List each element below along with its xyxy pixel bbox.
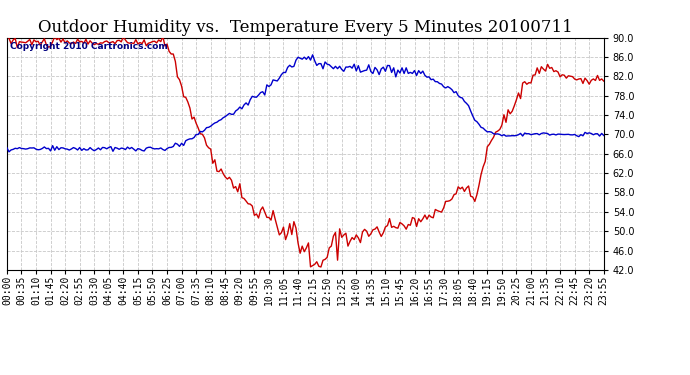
Title: Outdoor Humidity vs.  Temperature Every 5 Minutes 20100711: Outdoor Humidity vs. Temperature Every 5… xyxy=(38,19,573,36)
Text: Copyright 2010 Cartronics.com: Copyright 2010 Cartronics.com xyxy=(10,42,168,51)
